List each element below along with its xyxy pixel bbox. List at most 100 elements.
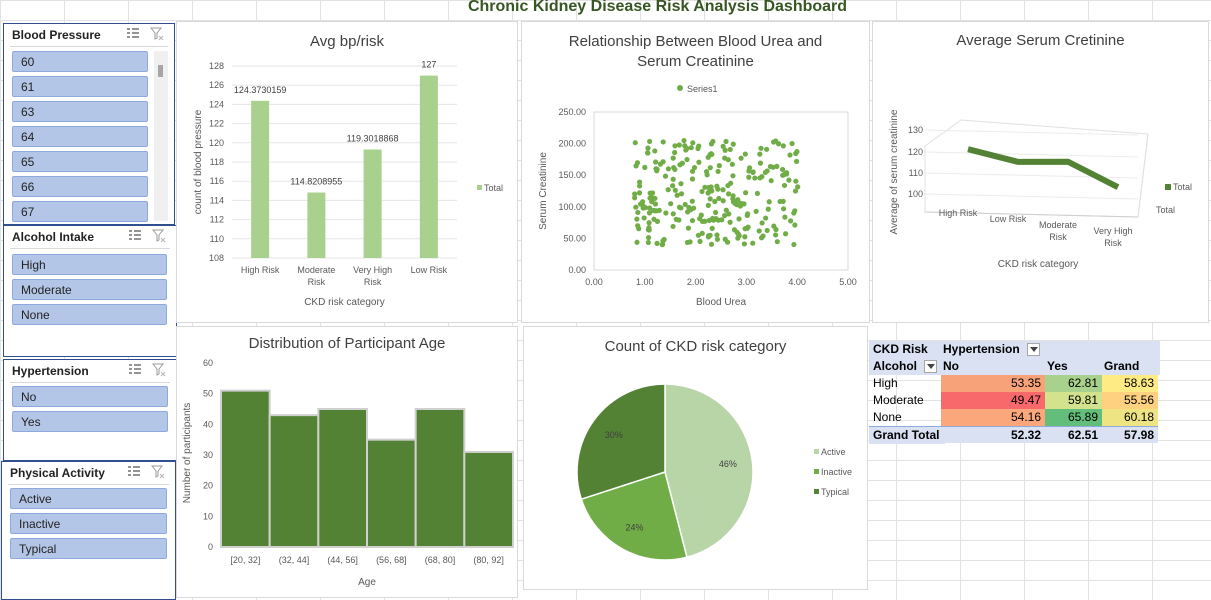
scatter-point <box>689 176 696 182</box>
y-tick-label: 50 <box>203 389 213 399</box>
scatter-point <box>719 217 725 223</box>
slicer-item-67[interactable]: 67 <box>12 201 148 222</box>
slicer-item-typical[interactable]: Typical <box>10 538 167 559</box>
pivot-row-label-moderate: Moderate <box>873 393 924 407</box>
chart-avg-bp-risk[interactable]: Avg bp/risk 108 110 112 114 116 118 120 122 124 1… <box>176 21 518 323</box>
clear-filter-icon[interactable] <box>151 465 165 479</box>
col-filter-dropdown-button[interactable] <box>1027 343 1040 356</box>
x-tick-label: Very High <box>1093 226 1132 236</box>
y-tick-label: 118 <box>210 157 224 167</box>
clear-filter-icon[interactable] <box>150 27 164 41</box>
pivot-col-no: No <box>941 358 1047 375</box>
slicer-item-63[interactable]: 63 <box>12 101 148 122</box>
scatter-point <box>632 191 638 197</box>
clear-filter-icon[interactable] <box>152 229 166 243</box>
slicer-item-active[interactable]: Active <box>10 488 167 509</box>
pivot-col-yes: Yes <box>1045 358 1104 375</box>
clear-filter-icon[interactable] <box>152 363 166 377</box>
data-label: 124.3730159 <box>234 85 287 95</box>
legend-label: Series1 <box>687 84 718 94</box>
slicer-item-high[interactable]: High <box>12 254 167 275</box>
scatter-point <box>715 186 721 192</box>
y-axis-label: Number of participants <box>182 403 193 504</box>
bar <box>419 75 438 258</box>
chart-urea-creatinine[interactable]: Relationship Between Blood Urea and Seru… <box>521 21 870 323</box>
x-tick-label: 4.00 <box>788 277 806 287</box>
slicer-item-none[interactable]: None <box>12 304 167 325</box>
slicer-item-65[interactable]: 65 <box>12 151 148 172</box>
scatter-point <box>705 202 711 208</box>
scatter-point <box>782 231 789 237</box>
y-tick-label: 150.00 <box>558 170 586 180</box>
scatter-point <box>757 175 763 181</box>
y-tick-label: 126 <box>209 80 224 90</box>
slicer-item-yes[interactable]: Yes <box>12 411 168 432</box>
scatter-point <box>735 197 741 203</box>
slicer-item-60[interactable]: 60 <box>12 51 148 72</box>
multiselect-icon[interactable] <box>126 27 140 41</box>
slicer-item-64[interactable]: 64 <box>12 126 148 147</box>
histogram-bar <box>268 414 320 548</box>
slicer-item-no[interactable]: No <box>12 386 168 407</box>
scatter-point <box>634 216 640 222</box>
pie-slice <box>580 471 688 561</box>
legend-label: Typical <box>821 487 849 497</box>
scatter-point <box>685 225 692 231</box>
slicer-hypertension[interactable]: Hypertension No Yes <box>3 359 177 461</box>
chart-ckd-risk-count[interactable]: Count of CKD risk category 46% 24% 30% Acti… <box>523 326 868 590</box>
scatter-point <box>735 235 741 241</box>
data-label: 119.3018868 <box>347 134 399 144</box>
pivot-row-label-none: None <box>873 410 902 424</box>
scatter-point <box>768 178 774 184</box>
scatter-point <box>762 169 769 176</box>
scatter-point <box>758 145 764 151</box>
scatter-point <box>757 160 764 166</box>
scatter-point <box>722 147 728 153</box>
pivot-cell: 55.56 <box>1102 392 1158 409</box>
y-tick-label: 100.00 <box>558 202 586 212</box>
chart-avg-serum-creatinine[interactable]: Average Serum Cretinine 100 110 120 130 High… <box>872 21 1209 323</box>
y-tick-label: 40 <box>203 419 213 429</box>
slicer-alcohol-intake[interactable]: Alcohol Intake High Moderate None <box>3 225 177 357</box>
scrollbar-thumb[interactable] <box>158 65 163 77</box>
scatter-point <box>788 218 794 224</box>
scatter-point <box>743 190 749 196</box>
pivot-cell: 59.81 <box>1045 392 1102 409</box>
scatter-point <box>712 198 718 205</box>
x-tick-label: Risk <box>308 277 326 287</box>
pivot-cell: 62.81 <box>1045 375 1102 392</box>
scatter-point <box>647 138 653 145</box>
chart-age-distribution[interactable]: Distribution of Participant Age 0 10 20 30 4… <box>176 326 518 598</box>
scatter-point <box>634 239 640 245</box>
scatter-point <box>745 224 751 230</box>
x-tick-label: Risk <box>1049 232 1067 242</box>
pivot-total-cell: 57.98 <box>1102 426 1158 443</box>
slicer-item-66[interactable]: 66 <box>12 176 148 197</box>
pie-slice <box>576 383 666 501</box>
scatter-point <box>742 234 748 240</box>
histogram-bar <box>414 408 466 548</box>
scatter-point <box>760 233 766 239</box>
slicer-scrollbar[interactable] <box>154 51 168 221</box>
plot-area <box>593 111 849 271</box>
legend-swatch <box>814 469 819 474</box>
scatter-point <box>696 159 702 165</box>
slicer-item-inactive[interactable]: Inactive <box>10 513 167 534</box>
chart-title: Average Serum Cretinine <box>956 32 1125 49</box>
slicer-physical-activity[interactable]: Physical Activity Active Inactive Typica… <box>1 461 176 600</box>
dashboard-title: Chronic Kidney Disease Risk Analysis Das… <box>467 0 848 15</box>
multiselect-icon[interactable] <box>128 363 142 377</box>
multiselect-icon[interactable] <box>127 465 141 479</box>
multiselect-icon[interactable] <box>128 229 142 243</box>
slicer-blood-pressure[interactable]: Blood Pressure 60 61 63 64 65 66 67 <box>3 23 175 225</box>
x-tick-label: (44, 56] <box>327 555 358 565</box>
scatter-point <box>647 195 653 201</box>
slicer-item-61[interactable]: 61 <box>12 76 148 97</box>
row-filter-dropdown-button[interactable] <box>924 360 937 373</box>
scatter-point <box>634 160 641 166</box>
scatter-point <box>725 157 731 163</box>
legend-swatch <box>477 185 482 190</box>
slicer-item-moderate[interactable]: Moderate <box>12 279 167 300</box>
scatter-point <box>753 208 759 214</box>
legend-label: Active <box>821 447 846 457</box>
